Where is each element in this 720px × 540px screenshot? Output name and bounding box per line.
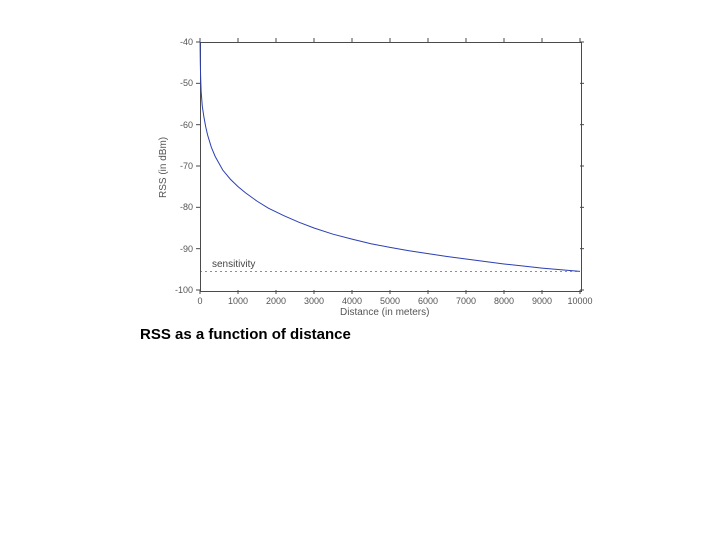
x-tick-label: 6000: [418, 296, 438, 306]
rss-curve: [200, 42, 580, 271]
y-tick-label: -80: [180, 202, 193, 212]
x-tick-label: 7000: [456, 296, 476, 306]
x-axis-label: Distance (in meters): [340, 307, 429, 318]
y-axis-label: RSS (in dBm): [158, 137, 169, 198]
x-tick-label: 5000: [380, 296, 400, 306]
x-tick-label: 3000: [304, 296, 324, 306]
sensitivity-label: sensitivity: [212, 259, 255, 270]
y-tick-label: -60: [180, 120, 193, 130]
y-tick-label: -70: [180, 161, 193, 171]
caption-text: RSS as a function of distance: [140, 326, 351, 343]
chart-caption: RSS as a function of distance: [140, 326, 351, 343]
y-tick-label: -50: [180, 78, 193, 88]
y-tick-label: -100: [175, 285, 193, 295]
x-tick-label: 8000: [494, 296, 514, 306]
x-tick-label: 4000: [342, 296, 362, 306]
y-tick-label: -90: [180, 244, 193, 254]
stage: 0 1000 2000 3000 4000 5000 6000 7000 8000 9000 100…: [0, 0, 720, 540]
x-tick-label: 10000: [567, 296, 592, 306]
x-tick-label: 0: [197, 296, 202, 306]
x-tick-label: 9000: [532, 296, 552, 306]
rss-chart: 0100020003000400050006000700080009000100…: [200, 42, 580, 290]
x-tick-label: 2000: [266, 296, 286, 306]
x-tick-label: 1000: [228, 296, 248, 306]
y-tick-label: -40: [180, 37, 193, 47]
